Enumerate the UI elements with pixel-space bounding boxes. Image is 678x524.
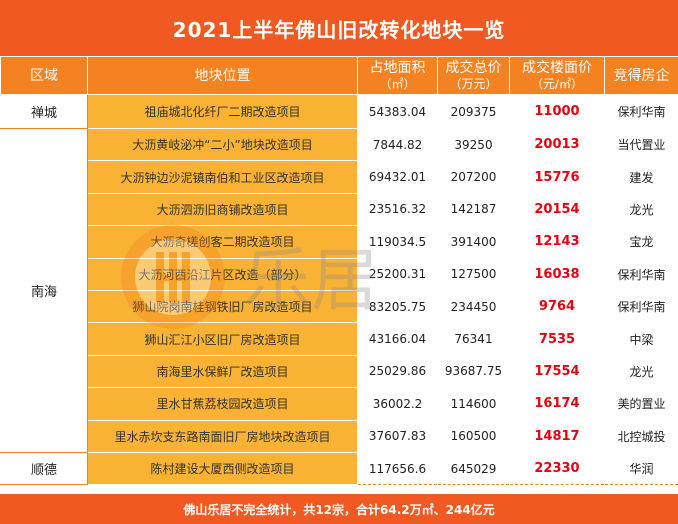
total-cell: 39250 [437,127,510,162]
area-cell: 36002.2 [357,387,438,421]
area-cell: 43166.04 [357,322,438,356]
area-cell: 25029.86 [357,354,438,389]
table-row: 狮山院岗南桂钢铁旧厂房改造项目 83205.75 234450 9764 保利华… [1,289,678,324]
area-cell: 54383.04 [357,94,438,129]
total-cell: 76341 [437,322,510,356]
footer-note: 佛山乐居不完全统计，共12宗，合计64.2万㎡、244亿元 [0,494,678,524]
total-cell: 391400 [437,225,510,259]
plot-cell: 大沥奇槎创客二期改造项目 [87,225,358,259]
region-cell-shunde: 顺德 [0,451,88,486]
developer-cell: 宝龙 [604,225,678,259]
developer-cell: 北控城投 [604,419,678,453]
developer-cell: 建发 [604,160,678,194]
table-row: 南海里水保鲜厂改造项目 25029.86 93687.75 17554 龙光 [1,354,678,389]
table-row: 狮山汇江小区旧厂房改造项目 43166.04 76341 7535 中梁 [1,322,678,356]
developer-cell: 美的置业 [604,387,678,421]
header-row: 区域 地块位置 占地面积 （㎡） 成交总价 （万元） 成交楼面价 （元/㎡） 竞… [0,56,678,95]
plot-cell: 大沥河西沿江片区改造（部分） [87,257,358,291]
area-cell: 119034.5 [357,225,438,259]
price-cell: 22330 [509,451,605,486]
total-cell: 209375 [437,94,510,129]
price-cell: 15776 [509,160,605,194]
header-area-label: 占地面积 [369,59,426,76]
plot-cell: 大沥泗沥旧商铺改造项目 [87,192,358,227]
header-region: 区域 [0,56,88,95]
area-cell: 117656.6 [357,451,438,486]
table-row: 顺德 陈村建设大厦西侧改造项目 117656.6 645029 22330 华润 [0,451,678,486]
header-developer: 竞得房企 [604,56,678,95]
header-area: 占地面积 （㎡） [357,56,438,95]
total-cell: 114600 [437,387,510,421]
plot-cell: 南海里水保鲜厂改造项目 [87,354,358,389]
header-total: 成交总价 （万元） [437,56,510,95]
header-price-unit: （元/㎡） [530,76,584,91]
page-title: 2021上半年佛山旧改转化地块一览 [0,0,678,56]
total-cell: 645029 [437,451,510,486]
plot-cell: 狮山院岗南桂钢铁旧厂房改造项目 [87,289,358,324]
developer-cell: 保利华南 [604,257,678,291]
price-cell: 20013 [509,127,605,162]
price-cell: 11000 [509,94,605,129]
header-area-unit: （㎡） [379,76,416,91]
plot-cell: 祖庙城北化纤厂二期改造项目 [87,94,358,129]
developer-cell: 龙光 [604,354,678,389]
table-row: 大沥奇槎创客二期改造项目 119034.5 391400 12143 宝龙 [1,225,678,259]
table-row: 大沥河西沿江片区改造（部分） 25200.31 127500 16038 保利华… [1,257,678,291]
plot-cell: 陈村建设大厦西侧改造项目 [87,451,358,486]
total-cell: 234450 [437,289,510,324]
area-cell: 69432.01 [357,160,438,194]
developer-cell: 龙光 [604,192,678,227]
plot-cell: 狮山汇江小区旧厂房改造项目 [87,322,358,356]
header-total-label: 成交总价 [445,59,502,76]
developer-cell: 中梁 [604,322,678,356]
price-cell: 17554 [509,354,605,389]
header-price: 成交楼面价 （元/㎡） [509,56,605,95]
plot-cell: 大沥钟边沙泥镇南伯和工业区改造项目 [87,160,358,194]
plot-cell: 大沥黄岐泌冲“二小”地块改造项目 [87,127,358,162]
region-cell-chancheng: 禅城 [0,94,88,129]
header-price-label: 成交楼面价 [522,59,592,76]
total-cell: 142187 [437,192,510,227]
total-cell: 160500 [437,419,510,453]
developer-cell: 保利华南 [604,289,678,324]
total-cell: 93687.75 [437,354,510,389]
developer-cell: 保利华南 [604,94,678,129]
total-cell: 127500 [437,257,510,291]
table-row: 禅城 祖庙城北化纤厂二期改造项目 54383.04 209375 11000 保… [0,94,678,129]
region-cell-nanhai: 南海 [0,128,88,453]
price-cell: 7535 [509,322,605,356]
price-cell: 12143 [509,225,605,259]
area-cell: 7844.82 [357,127,438,162]
developer-cell: 当代置业 [604,127,678,162]
header-total-unit: （万元） [449,76,498,91]
price-cell: 20154 [509,192,605,227]
table-row: 大沥泗沥旧商铺改造项目 23516.32 142187 20154 龙光 [1,192,678,227]
table-row: 大沥钟边沙泥镇南伯和工业区改造项目 69432.01 207200 15776 … [1,160,678,194]
plot-cell: 里水甘蕉荔枝园改造项目 [87,387,358,421]
plot-cell: 里水赤坎支东路南面旧厂房地块改造项目 [87,419,358,453]
area-cell: 83205.75 [357,289,438,324]
total-cell: 207200 [437,160,510,194]
price-cell: 16174 [509,387,605,421]
land-table: 区域 地块位置 占地面积 （㎡） 成交总价 （万元） 成交楼面价 （元/㎡） 竞… [0,56,678,486]
table-row: 里水赤坎支东路南面旧厂房地块改造项目 37607.83 160500 14817… [1,419,678,453]
area-cell: 25200.31 [357,257,438,291]
price-cell: 9764 [509,289,605,324]
price-cell: 16038 [509,257,605,291]
table-row: 南海 大沥黄岐泌冲“二小”地块改造项目 7844.82 39250 20013 … [0,127,678,453]
developer-cell: 华润 [604,451,678,486]
area-cell: 37607.83 [357,419,438,453]
header-plot: 地块位置 [87,56,358,95]
table-row: 里水甘蕉荔枝园改造项目 36002.2 114600 16174 美的置业 [1,387,678,421]
price-cell: 14817 [509,419,605,453]
area-cell: 23516.32 [357,192,438,227]
